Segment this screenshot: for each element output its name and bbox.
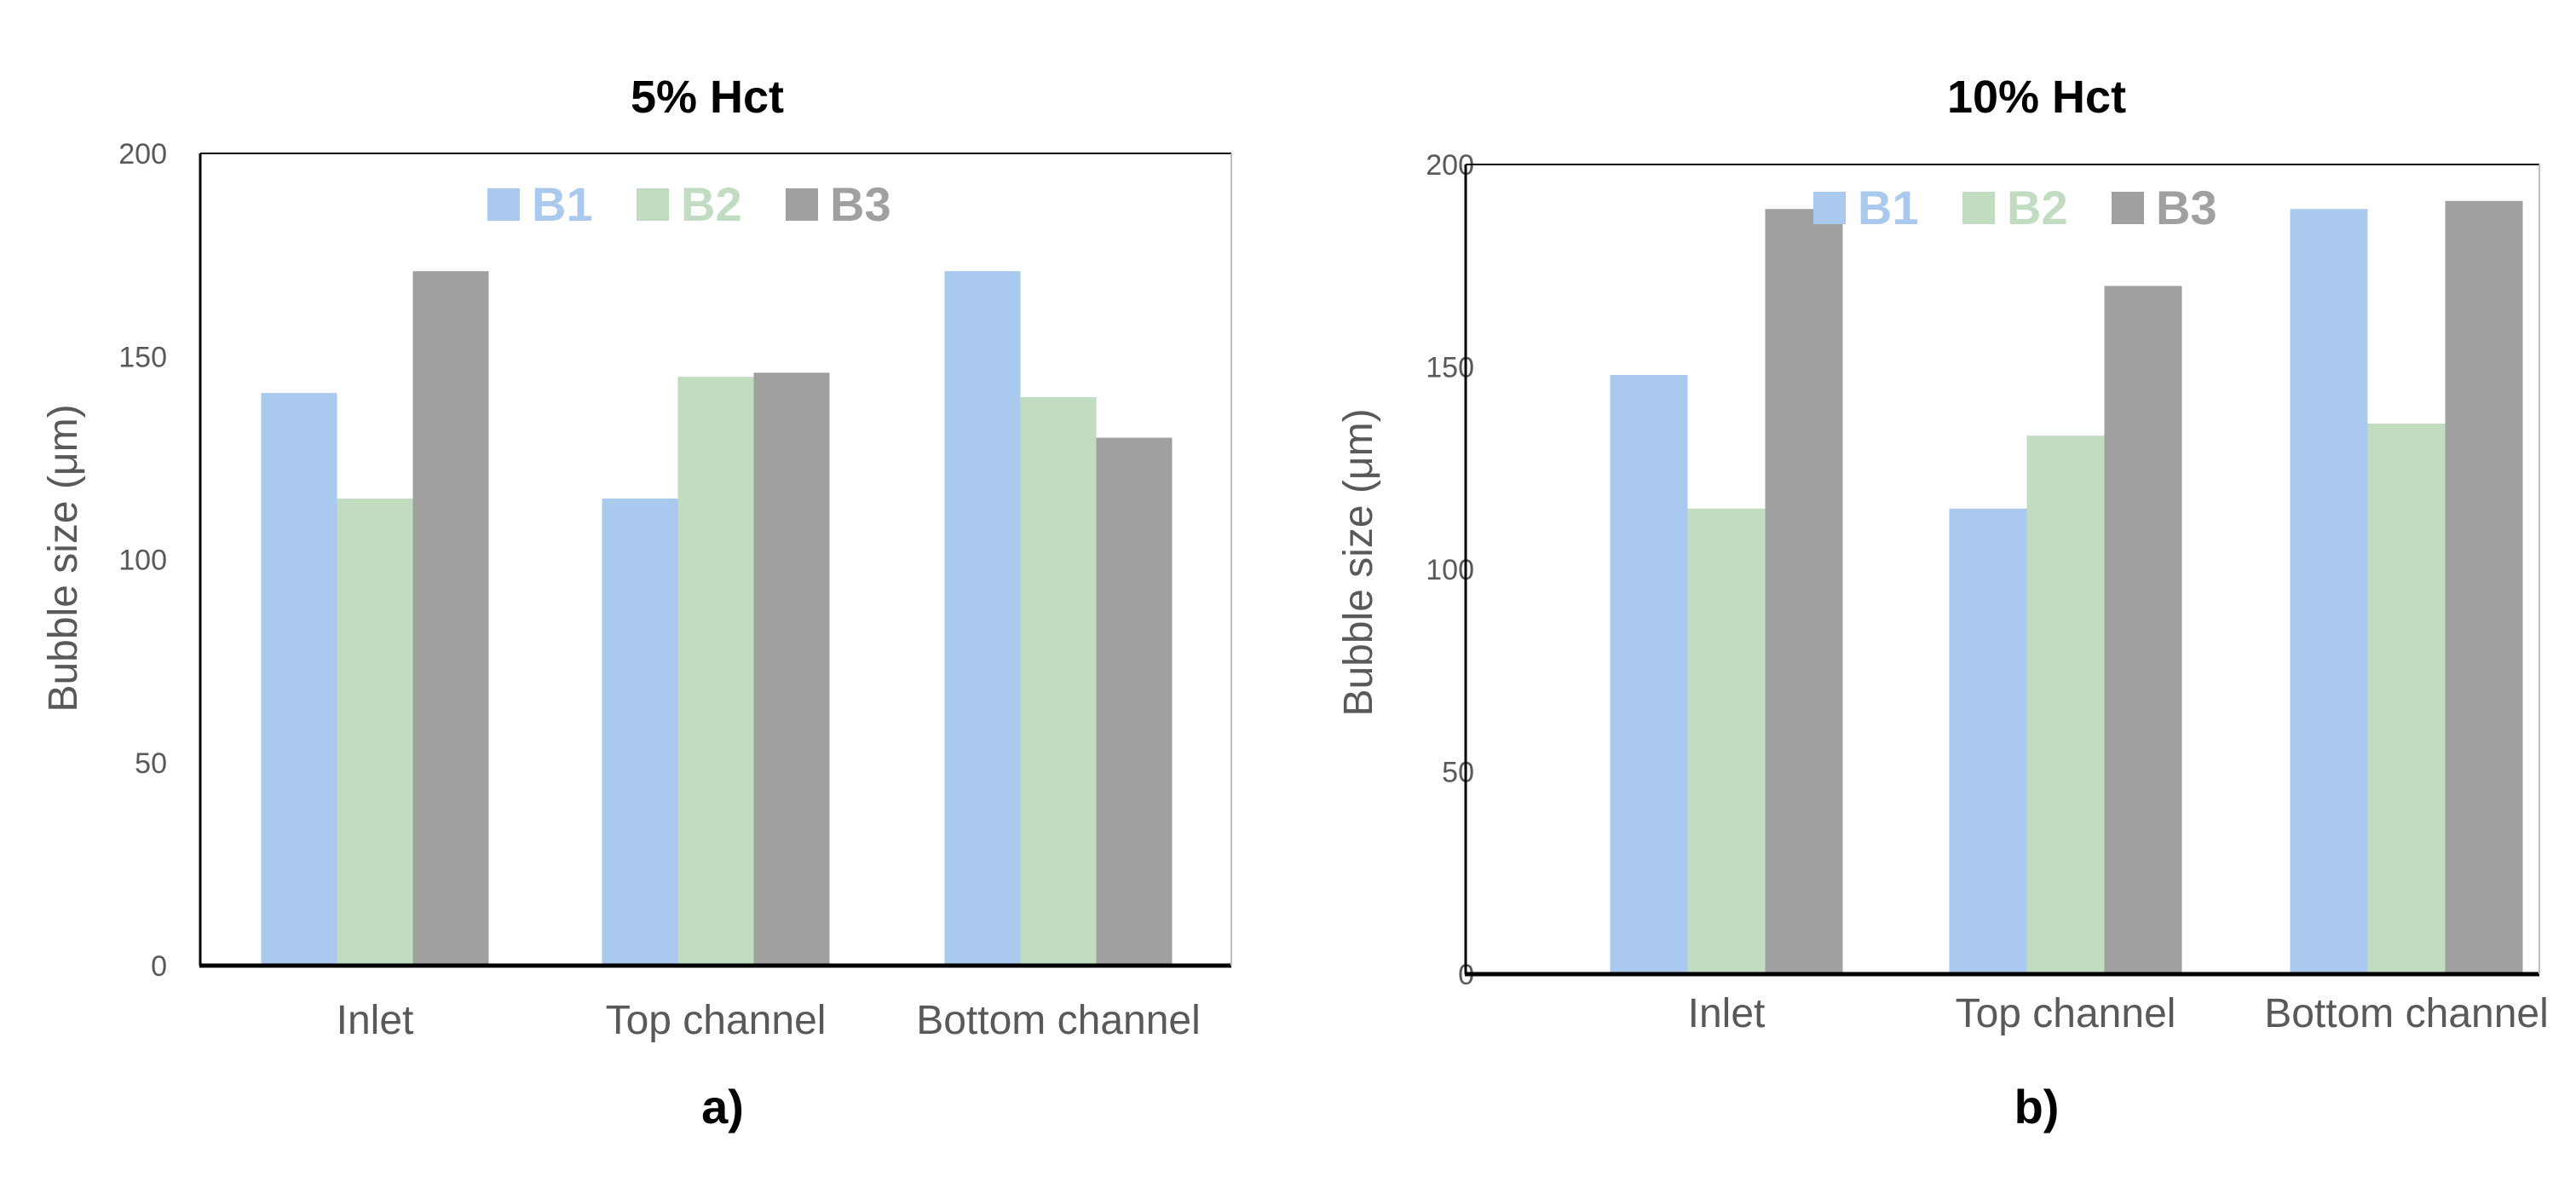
bar-b3-bottom-channel — [1096, 437, 1173, 966]
y-tick-label: 150 — [118, 341, 167, 373]
bar-b3-bottom-channel — [2445, 200, 2523, 974]
chart-title: 10% Hct — [1947, 72, 2126, 123]
bar-b1-top-channel — [1949, 508, 2027, 974]
bars — [261, 271, 1173, 966]
y-tick-label: 50 — [1442, 757, 1474, 789]
bar-b3-inlet — [412, 271, 489, 966]
bar-b1-bottom-channel — [2290, 209, 2368, 974]
bar-b2-bottom-channel — [2367, 424, 2446, 974]
legend-label-b3: B3 — [2156, 181, 2217, 234]
legend-label-b1: B1 — [532, 177, 593, 231]
category-labels: Inlet Top channel Bottom channel — [1688, 991, 2549, 1036]
legend-swatch-b1 — [1813, 192, 1846, 224]
legend-label-b2: B2 — [681, 177, 742, 231]
axes — [199, 153, 1232, 968]
legend-label-b3: B3 — [830, 177, 891, 231]
y-axis-label: Bubble size (μm) — [41, 404, 86, 712]
legend: B1 B2 B3 — [1813, 181, 2217, 234]
y-tick-label: 0 — [151, 950, 167, 983]
bar-b1-inlet — [1610, 375, 1688, 974]
legend-label-b2: B2 — [2007, 181, 2068, 234]
chart-title: 5% Hct — [631, 72, 784, 123]
category-label: Bottom channel — [2264, 991, 2549, 1036]
bar-b2-inlet — [1687, 508, 1766, 974]
chart-panel-a: 5% Hct Bubble size (μm) 0 50 100 150 200 Inl… — [41, 72, 1232, 1133]
legend-swatch-b2 — [1962, 192, 1995, 224]
bar-b3-inlet — [1765, 209, 1843, 974]
legend-swatch-b3 — [786, 188, 818, 221]
panel-label: b) — [2014, 1080, 2060, 1133]
category-label: Top channel — [1956, 991, 2176, 1036]
axes — [1464, 164, 2540, 977]
bar-b3-top-channel — [2104, 286, 2182, 974]
y-tick-labels: 0 50 100 150 200 — [118, 138, 167, 983]
legend-swatch-b3 — [2112, 192, 2144, 224]
bar-b2-top-channel — [677, 377, 754, 966]
category-labels: Inlet Top channel Bottom channel — [337, 998, 1201, 1043]
legend-label-b1: B1 — [1858, 181, 1919, 234]
y-tick-label: 100 — [118, 545, 167, 577]
category-label: Inlet — [337, 998, 414, 1043]
bar-b2-top-channel — [2026, 435, 2105, 974]
panel-label: a) — [701, 1080, 744, 1133]
category-label: Bottom channel — [916, 998, 1201, 1043]
bar-b2-bottom-channel — [1020, 396, 1097, 966]
y-tick-label: 200 — [118, 138, 167, 170]
bar-b1-inlet — [261, 393, 337, 966]
y-tick-label: 50 — [135, 747, 167, 780]
bar-b1-top-channel — [602, 499, 678, 966]
bar-b3-top-channel — [753, 372, 830, 966]
bars — [1610, 200, 2523, 974]
legend-swatch-b1 — [487, 188, 520, 221]
legend-swatch-b2 — [637, 188, 669, 221]
bar-b1-bottom-channel — [944, 271, 1021, 966]
y-axis-label: Bubble size (μm) — [1336, 408, 1381, 716]
category-label: Top channel — [606, 998, 827, 1043]
category-label: Inlet — [1688, 991, 1766, 1036]
bar-b2-inlet — [337, 499, 413, 966]
legend: B1 B2 B3 — [487, 177, 891, 231]
